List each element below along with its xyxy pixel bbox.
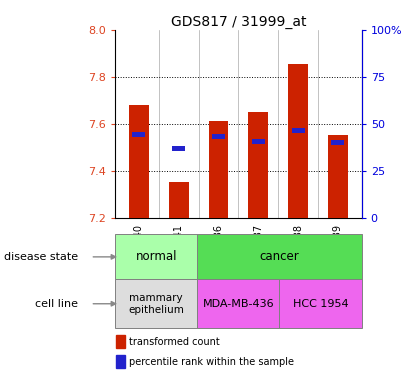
Bar <box>116 335 125 348</box>
Bar <box>129 105 149 218</box>
Bar <box>197 234 362 279</box>
Text: MDA-MB-436: MDA-MB-436 <box>203 299 274 309</box>
Text: cancer: cancer <box>260 251 299 263</box>
Bar <box>252 139 265 144</box>
Bar <box>115 234 197 279</box>
Bar <box>291 129 305 133</box>
Text: mammary
epithelium: mammary epithelium <box>128 293 184 315</box>
Text: normal: normal <box>136 251 177 263</box>
Bar <box>197 279 279 328</box>
Bar <box>248 112 268 218</box>
Bar <box>172 146 185 151</box>
Bar <box>115 279 197 328</box>
Text: transformed count: transformed count <box>129 337 219 347</box>
Text: disease state: disease state <box>4 252 78 262</box>
Bar <box>208 122 229 218</box>
Bar <box>288 64 308 217</box>
Bar <box>132 132 145 136</box>
Bar <box>116 355 125 368</box>
Text: cell line: cell line <box>35 299 78 309</box>
Title: GDS817 / 31999_at: GDS817 / 31999_at <box>171 15 306 29</box>
Bar <box>279 279 362 328</box>
Bar <box>328 135 348 218</box>
Bar <box>212 134 225 139</box>
Text: percentile rank within the sample: percentile rank within the sample <box>129 357 293 367</box>
Text: HCC 1954: HCC 1954 <box>293 299 349 309</box>
Bar <box>331 140 344 145</box>
Bar <box>169 182 189 218</box>
